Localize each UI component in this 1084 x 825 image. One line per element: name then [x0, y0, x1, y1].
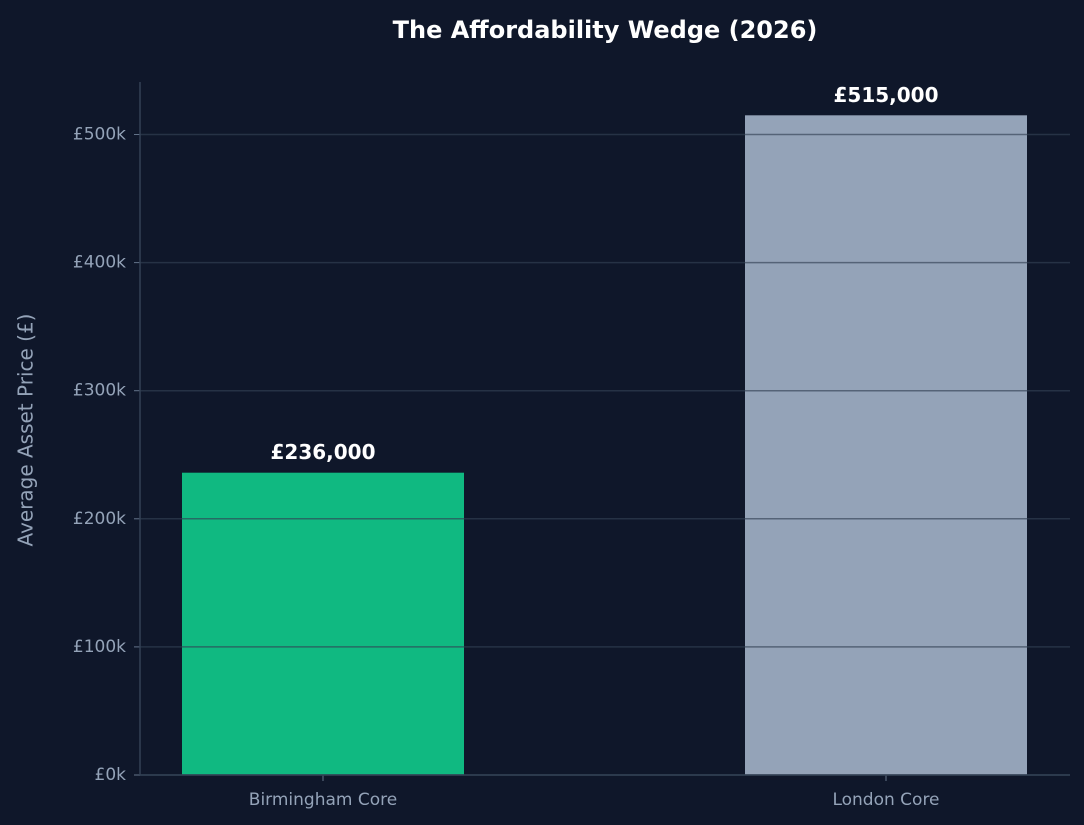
x-tick-label: Birmingham Core [249, 790, 397, 810]
chart-title: The Affordability Wedge (2026) [393, 16, 818, 44]
value-label: £515,000 [833, 83, 938, 107]
y-axis-label: Average Asset Price (£) [14, 314, 38, 547]
y-tick-label: £400k [73, 253, 126, 273]
y-tick-label: £100k [73, 637, 126, 657]
y-tick-label: £300k [73, 381, 126, 401]
x-tick-label: London Core [832, 790, 939, 810]
y-tick-label: £500k [73, 125, 126, 145]
bar [182, 472, 464, 775]
bar [745, 115, 1027, 775]
value-label: £236,000 [270, 440, 375, 464]
y-tick-label: £0k [95, 765, 127, 785]
y-tick-label: £200k [73, 509, 126, 529]
